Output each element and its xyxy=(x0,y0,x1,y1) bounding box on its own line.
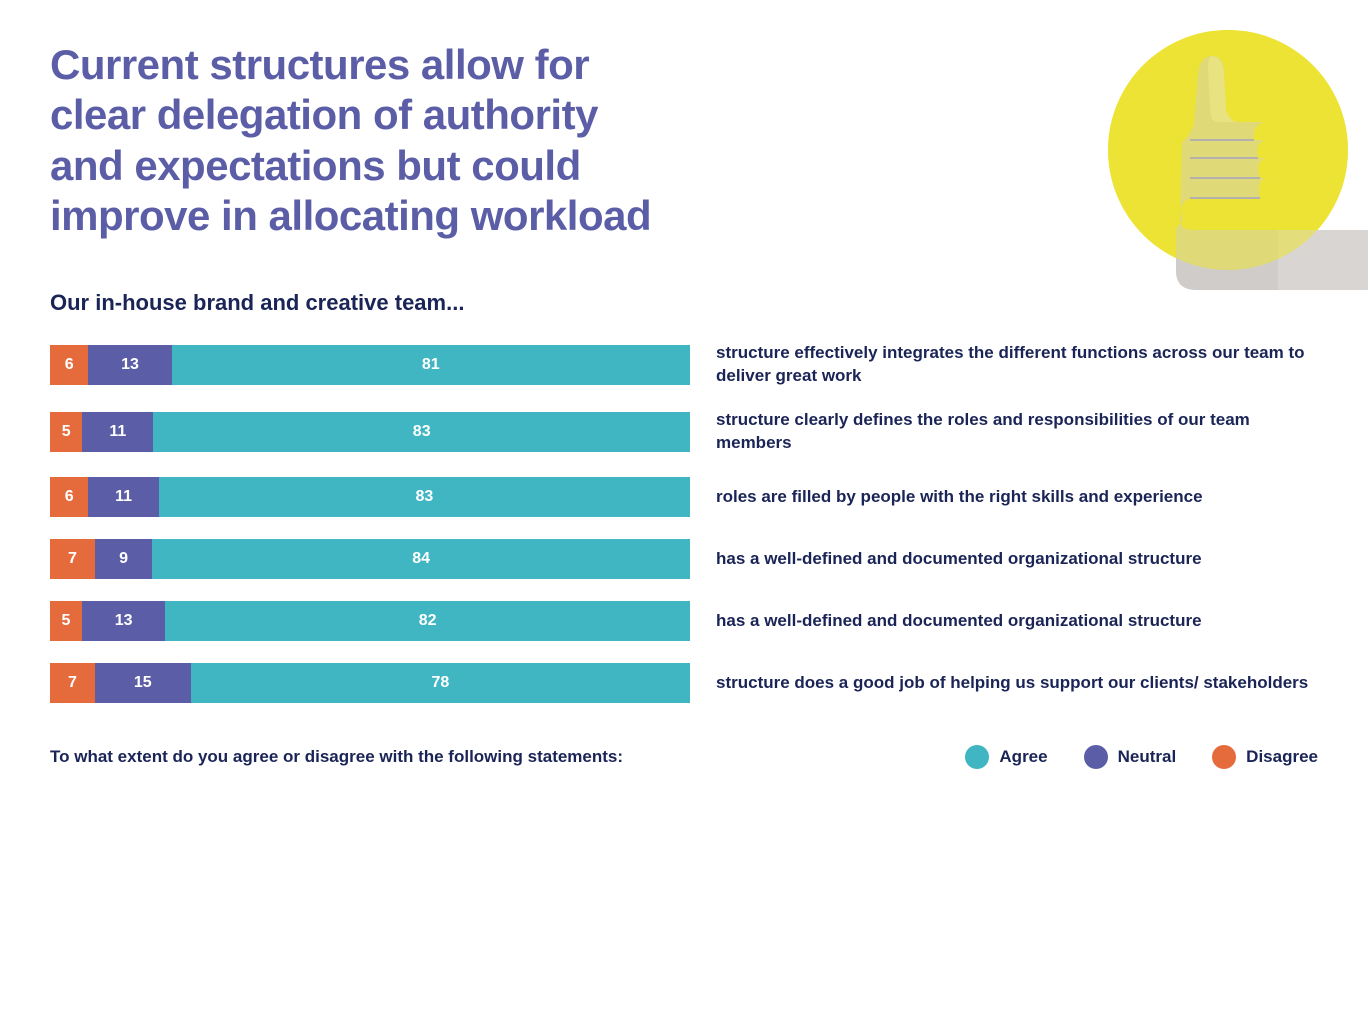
stacked-bar: 7984 xyxy=(50,539,690,579)
chart-row: 51382 has a well-defined and documented o… xyxy=(50,601,1318,641)
legend-label: Neutral xyxy=(1118,747,1177,767)
row-label: roles are filled by people with the righ… xyxy=(716,486,1203,509)
chart-row: 51183 structure clearly defines the roles… xyxy=(50,409,1318,455)
stacked-bar: 71578 xyxy=(50,663,690,703)
row-label: structure clearly defines the roles and … xyxy=(716,409,1316,455)
row-label: has a well-defined and documented organi… xyxy=(716,548,1202,571)
chart-footer: To what extent do you agree or disagree … xyxy=(50,745,1318,769)
disagree-swatch-icon xyxy=(1212,745,1236,769)
stacked-bar: 51382 xyxy=(50,601,690,641)
bar-segment-neutral: 11 xyxy=(88,477,158,517)
footer-question: To what extent do you agree or disagree … xyxy=(50,747,623,767)
legend-label: Agree xyxy=(999,747,1047,767)
bar-segment-disagree: 7 xyxy=(50,663,95,703)
bar-segment-agree: 78 xyxy=(191,663,690,703)
thumbs-up-graphic xyxy=(1008,30,1368,330)
bar-segment-neutral: 13 xyxy=(82,601,165,641)
stacked-bar: 51183 xyxy=(50,412,690,452)
thumbs-up-icon xyxy=(1108,30,1368,290)
bar-segment-disagree: 5 xyxy=(50,601,82,641)
chart-row: 71578 structure does a good job of helpin… xyxy=(50,663,1318,703)
bar-segment-agree: 82 xyxy=(165,601,690,641)
legend-item-disagree: Disagree xyxy=(1212,745,1318,769)
bar-segment-disagree: 6 xyxy=(50,345,88,385)
row-label: structure effectively integrates the dif… xyxy=(716,342,1316,388)
bar-segment-agree: 84 xyxy=(152,539,690,579)
legend-item-neutral: Neutral xyxy=(1084,745,1177,769)
bar-segment-disagree: 6 xyxy=(50,477,88,517)
row-label: has a well-defined and documented organi… xyxy=(716,610,1202,633)
legend-label: Disagree xyxy=(1246,747,1318,767)
bar-segment-neutral: 13 xyxy=(88,345,171,385)
neutral-swatch-icon xyxy=(1084,745,1108,769)
chart-row: 61381 structure effectively integrates th… xyxy=(50,342,1318,388)
bar-segment-neutral: 11 xyxy=(82,412,153,452)
bar-segment-agree: 81 xyxy=(172,345,690,385)
bar-segment-agree: 83 xyxy=(153,412,690,452)
legend-item-agree: Agree xyxy=(965,745,1047,769)
row-label: structure does a good job of helping us … xyxy=(716,672,1308,695)
stacked-bar-chart: 61381structure effectively integrates th… xyxy=(50,342,1318,704)
bar-segment-neutral: 15 xyxy=(95,663,191,703)
page-title: Current structures allow for clear deleg… xyxy=(50,40,670,242)
stacked-bar: 61183 xyxy=(50,477,690,517)
bar-segment-agree: 83 xyxy=(159,477,690,517)
chart-row: 7984 has a well-defined and documented or… xyxy=(50,539,1318,579)
chart-row: 61183 roles are filled by people with the… xyxy=(50,477,1318,517)
legend: Agree Neutral Disagree xyxy=(965,745,1318,769)
agree-swatch-icon xyxy=(965,745,989,769)
stacked-bar: 61381 xyxy=(50,345,690,385)
bar-segment-disagree: 5 xyxy=(50,412,82,452)
bar-segment-neutral: 9 xyxy=(95,539,153,579)
bar-segment-disagree: 7 xyxy=(50,539,95,579)
